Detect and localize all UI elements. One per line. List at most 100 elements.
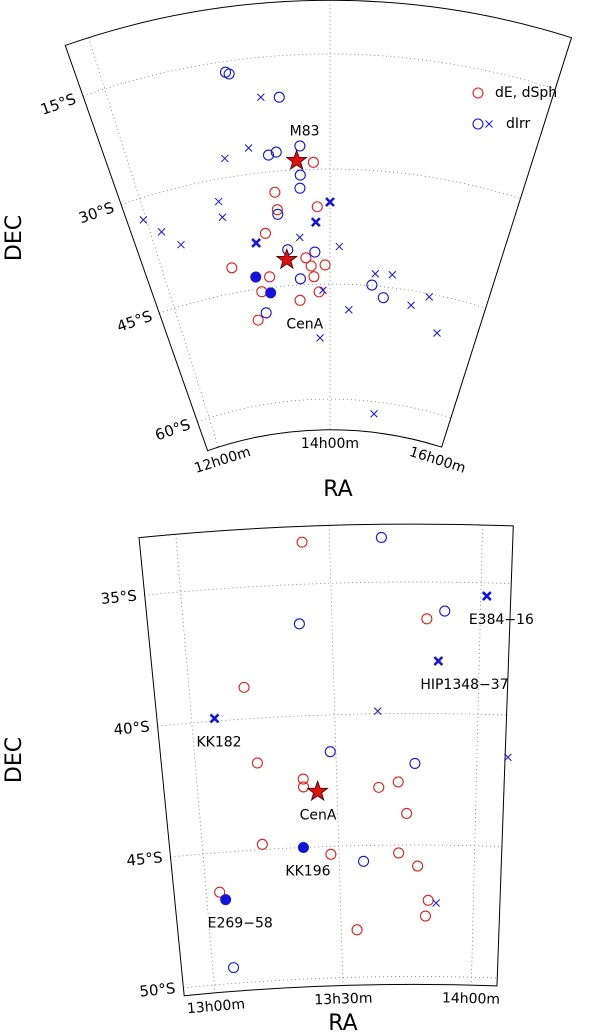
point-circle: [294, 182, 306, 194]
point-circle: [294, 169, 306, 181]
point-circle: [296, 536, 308, 548]
point-x: [433, 329, 441, 337]
point-circle: [272, 208, 284, 220]
point-x: [504, 753, 512, 762]
point-x: [335, 242, 344, 251]
point-x: [157, 228, 166, 236]
point-circle: [297, 773, 309, 785]
point-circle: [412, 860, 424, 872]
grid-line: [88, 37, 219, 448]
y-tick-label: 60°S: [153, 415, 193, 444]
point-x: [373, 707, 382, 715]
frame: [138, 523, 514, 997]
point-label: KK196: [285, 863, 330, 879]
point-circle: [294, 273, 306, 285]
y-axis-label: DEC: [2, 737, 27, 783]
point-circle: [294, 140, 306, 152]
point-circle: [308, 271, 320, 283]
point-circle: [409, 757, 421, 770]
point-circle: [375, 531, 387, 543]
point-x: [316, 334, 324, 342]
point-circle: [401, 807, 413, 819]
y-tick-label: 45°S: [126, 848, 164, 869]
point-circle: [223, 68, 235, 80]
point-label: E269−58: [208, 916, 273, 932]
x-axis-label: RA: [323, 477, 352, 502]
point-x: [319, 286, 327, 295]
point-circle: [393, 847, 405, 859]
point-filled-circle: [250, 271, 262, 283]
point-circle: [226, 262, 238, 274]
point-x: [244, 144, 253, 152]
point-circle: [251, 757, 263, 769]
point-circle: [227, 962, 240, 974]
point-bold-x: [481, 591, 492, 602]
grid-line: [82, 53, 556, 97]
point-bold-x: [325, 197, 335, 207]
point-circle: [271, 204, 283, 216]
point-circle: [269, 186, 281, 198]
point-x: [256, 93, 265, 102]
x-tick-label: 13h30m: [314, 991, 373, 1009]
grid-line: [157, 713, 507, 727]
point-bold-x: [310, 217, 321, 228]
x-tick-label: 13h00m: [186, 996, 245, 1017]
point-circle: [305, 260, 317, 272]
frame: [64, 0, 573, 452]
x-tick-label: 14h00m: [442, 990, 501, 1007]
point-circle: [439, 605, 451, 617]
point-x: [214, 197, 223, 206]
point-x: [388, 270, 397, 279]
point-filled-circle: [297, 841, 309, 853]
point-circle: [270, 146, 282, 158]
point-circle: [311, 201, 323, 213]
point-filled-circle: [265, 287, 277, 299]
point-circle: [264, 271, 276, 283]
y-tick-label: 30°S: [76, 198, 116, 227]
x-axis-label: RA: [328, 1011, 357, 1036]
y-tick-label: 50°S: [139, 979, 177, 1000]
point-label: CenA: [286, 317, 323, 333]
point-label: HIP1348−37: [420, 677, 508, 693]
legend-label: dE, dSph: [495, 85, 557, 101]
grid-line: [144, 581, 512, 596]
point-circle: [259, 227, 271, 239]
y-tick-label: 40°S: [113, 717, 151, 738]
point-bold-x: [433, 656, 444, 666]
point-circle: [238, 681, 250, 693]
y-tick-label: 45°S: [115, 307, 155, 336]
point-label: CenA: [300, 808, 337, 824]
point-label: KK182: [196, 734, 241, 750]
point-bold-x: [251, 238, 262, 248]
grid-line: [183, 976, 498, 989]
point-circle: [392, 776, 404, 788]
point-x: [407, 301, 415, 310]
point-circle: [294, 294, 306, 306]
point-filled-circle: [220, 894, 232, 906]
legend-marker: [485, 120, 493, 128]
point-circle: [366, 279, 378, 291]
point-circle: [307, 156, 319, 168]
point-circle: [256, 838, 268, 850]
point-circle: [262, 149, 275, 161]
point-circle: [297, 781, 310, 793]
point-circle: [319, 259, 331, 271]
point-x: [344, 305, 353, 314]
point-circle: [422, 894, 434, 906]
point-circle: [377, 292, 389, 304]
point-label: E384−16: [469, 612, 534, 628]
point-circle: [252, 314, 264, 326]
point-circle: [313, 286, 325, 298]
point-label: M83: [290, 124, 320, 140]
grid-line: [197, 398, 452, 423]
legend-marker: [472, 118, 484, 130]
point-circle: [273, 91, 285, 103]
point-x: [220, 154, 229, 163]
grid-line: [470, 524, 483, 986]
grid-line: [175, 534, 216, 993]
point-circle: [214, 886, 226, 898]
point-star: [275, 248, 298, 270]
legend-label: dIrr: [506, 116, 531, 132]
